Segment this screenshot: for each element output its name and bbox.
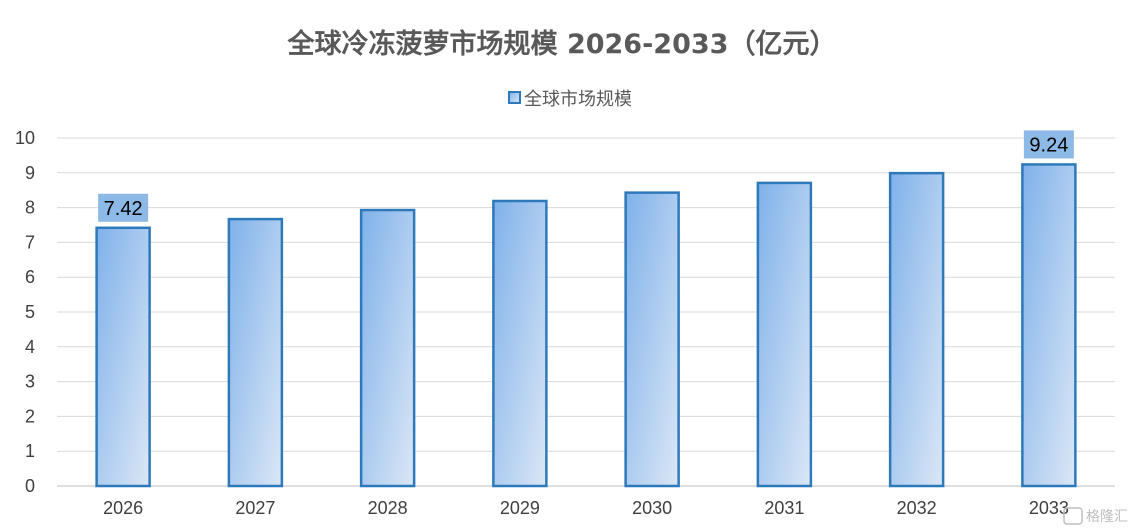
x-tick-label: 2031 (764, 498, 804, 518)
bars (95, 163, 1077, 488)
y-tick-label: 7 (25, 232, 35, 252)
gridlines (57, 137, 1115, 487)
bar-2032 (888, 171, 945, 488)
x-tick-label: 2033 (1029, 498, 1069, 518)
x-tick-label: 2026 (103, 498, 143, 518)
bar-2029 (492, 199, 548, 488)
data-labels: 7.42 9.24 (98, 130, 1074, 222)
y-tick-label: 2 (25, 406, 35, 426)
x-tick-label: 2028 (368, 498, 408, 518)
watermark-text: 格隆汇 (1086, 509, 1128, 525)
watermark-icon (1063, 507, 1083, 525)
x-tick-label: 2032 (897, 498, 937, 518)
data-label: 7.42 (104, 198, 143, 220)
bar-2031 (756, 181, 813, 488)
bar-2028 (359, 208, 416, 488)
data-label-box (98, 193, 149, 222)
x-axis-ticks: 2026 2027 2028 2029 2030 2031 2032 2033 (103, 498, 1069, 518)
bar-2030 (624, 191, 680, 488)
data-label: 9.24 (1029, 134, 1068, 156)
x-tick-label: 2030 (632, 498, 672, 518)
bar-2027 (227, 217, 284, 488)
y-axis-ticks: 0 1 2 3 4 5 6 7 8 9 10 (15, 128, 35, 496)
bar-2026 (95, 226, 151, 488)
y-tick-label: 3 (25, 372, 35, 392)
legend-label: 全球市场规模 (524, 89, 632, 110)
y-tick-label: 5 (25, 302, 35, 322)
y-tick-label: 10 (15, 128, 35, 148)
x-tick-label: 2029 (500, 498, 540, 518)
y-tick-label: 4 (25, 337, 35, 357)
y-tick-label: 8 (25, 198, 35, 218)
x-tick-label: 2027 (235, 498, 275, 518)
y-tick-label: 6 (25, 267, 35, 287)
chart-title: 全球冷冻菠萝市场规模 2026-2033（亿元） (287, 28, 837, 60)
legend-swatch (508, 91, 521, 104)
data-label-box (1023, 130, 1074, 159)
y-tick-label: 1 (25, 441, 35, 461)
y-tick-label: 9 (25, 163, 35, 183)
y-tick-label: 0 (25, 476, 35, 496)
watermark: 格隆汇 (1063, 507, 1128, 525)
legend: 全球市场规模 (508, 89, 632, 110)
bar-2033 (1021, 163, 1077, 488)
